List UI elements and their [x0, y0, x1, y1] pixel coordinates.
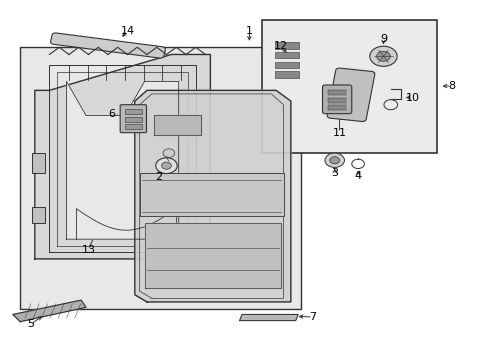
Bar [124, 109, 142, 114]
Bar [261, 21, 436, 153]
Text: 5: 5 [27, 319, 34, 329]
Bar [124, 124, 142, 129]
Text: 8: 8 [447, 81, 454, 91]
Circle shape [163, 149, 174, 157]
Polygon shape [135, 90, 290, 302]
Text: 7: 7 [308, 312, 316, 322]
Text: 4: 4 [354, 171, 361, 181]
Bar [274, 42, 299, 49]
Polygon shape [35, 54, 210, 259]
Bar [124, 117, 142, 122]
Text: 11: 11 [332, 128, 346, 138]
Polygon shape [154, 116, 200, 135]
FancyBboxPatch shape [50, 33, 165, 58]
Bar [327, 98, 346, 103]
Text: 1: 1 [245, 26, 252, 36]
Bar [274, 62, 299, 68]
Circle shape [325, 153, 344, 167]
Text: 6: 6 [108, 109, 115, 120]
FancyBboxPatch shape [322, 85, 351, 114]
Bar [274, 71, 299, 78]
Circle shape [156, 158, 177, 174]
Bar [20, 47, 300, 309]
Text: 9: 9 [379, 35, 386, 44]
Polygon shape [13, 300, 86, 321]
Polygon shape [140, 173, 283, 216]
Circle shape [369, 46, 396, 66]
Circle shape [376, 51, 389, 61]
Text: 2: 2 [155, 172, 163, 182]
Text: 10: 10 [405, 93, 419, 103]
Polygon shape [66, 81, 178, 239]
Text: 3: 3 [330, 168, 338, 178]
FancyBboxPatch shape [326, 68, 374, 122]
FancyBboxPatch shape [120, 105, 146, 133]
Bar [32, 207, 44, 223]
Circle shape [329, 157, 339, 164]
Text: 12: 12 [273, 41, 287, 50]
Polygon shape [144, 223, 281, 288]
Bar [327, 105, 346, 110]
Text: 14: 14 [120, 26, 134, 36]
Polygon shape [239, 315, 298, 320]
Bar [274, 52, 299, 58]
Circle shape [161, 162, 171, 169]
Bar [32, 153, 44, 173]
Bar [327, 90, 346, 95]
Text: 13: 13 [81, 245, 95, 255]
